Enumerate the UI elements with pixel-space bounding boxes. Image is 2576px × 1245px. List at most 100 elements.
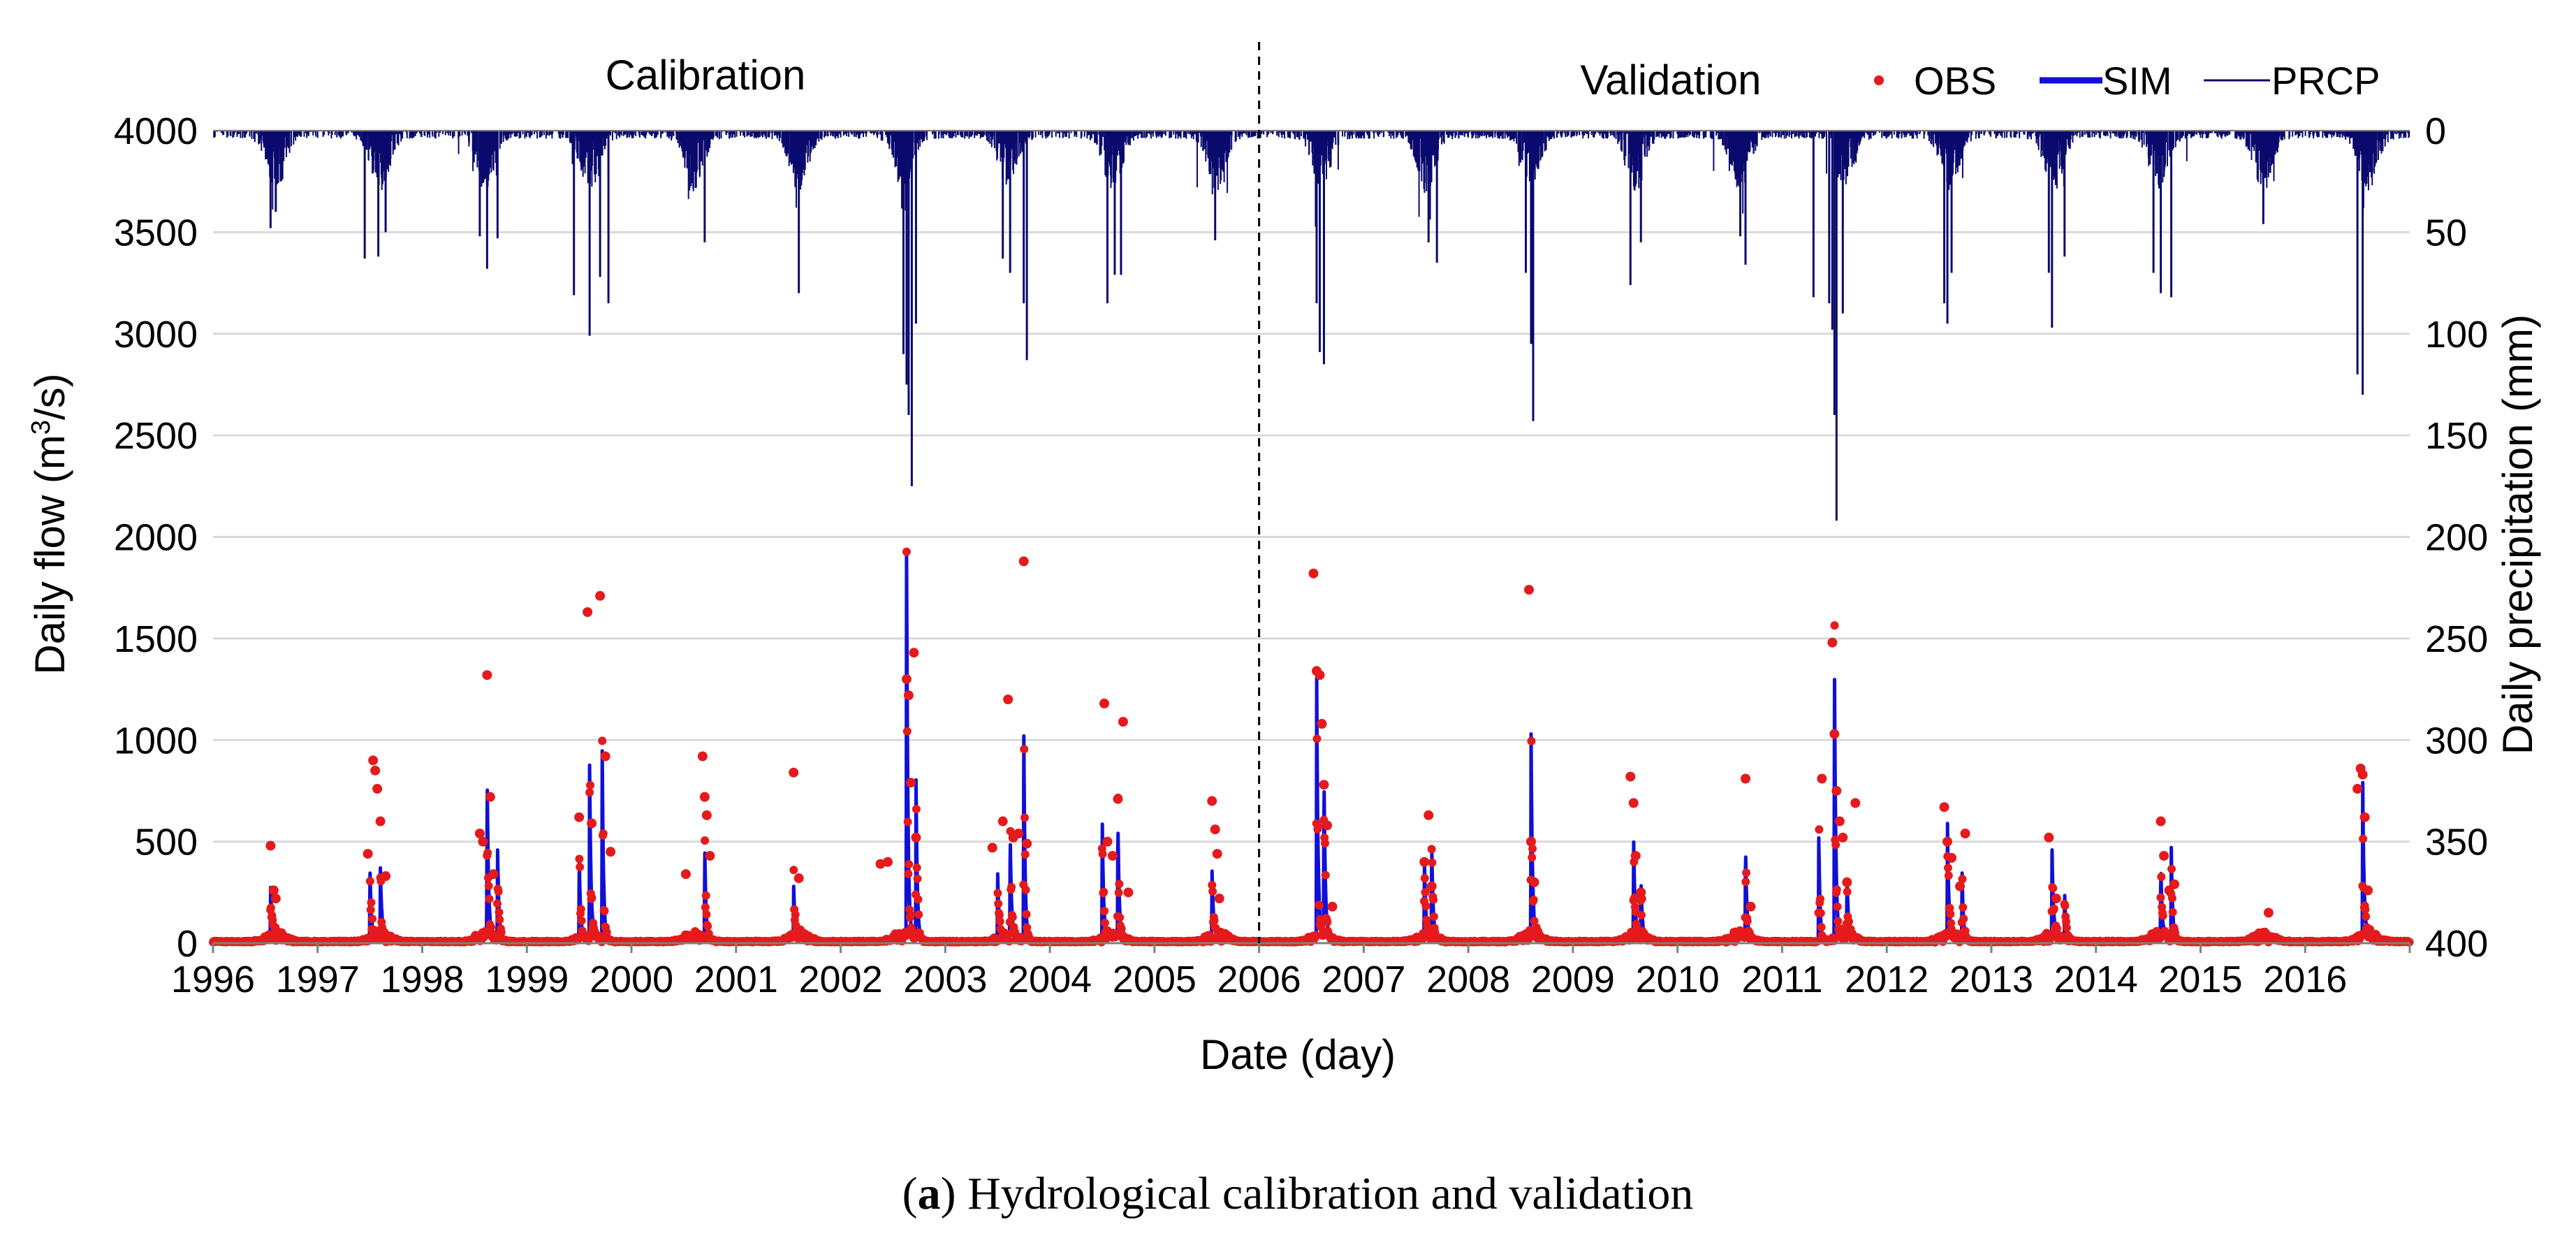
x-axis-title: Date (day) — [1200, 1031, 1396, 1078]
obs-point — [1530, 917, 1539, 926]
obs-point — [1317, 718, 1327, 729]
obs-point — [268, 885, 279, 896]
x-tick-label: 1997 — [276, 959, 360, 1000]
obs-point — [487, 923, 495, 932]
grid — [213, 129, 2410, 843]
obs-point — [1212, 849, 1222, 859]
obs-point — [914, 910, 923, 919]
obs-point — [902, 547, 911, 556]
y-right-tick-label: 100 — [2425, 314, 2488, 356]
y-right-tick-label: 400 — [2425, 923, 2488, 965]
obs-point — [478, 836, 488, 847]
obs-point — [789, 866, 798, 875]
obs-point — [2156, 816, 2166, 827]
obs-point — [485, 894, 494, 903]
x-tick-label: 2011 — [1741, 959, 1822, 1000]
obs-point — [1314, 822, 1323, 831]
obs-point — [494, 887, 503, 896]
x-tick-label: 2015 — [2158, 959, 2242, 1000]
obs-point — [1020, 745, 1029, 754]
obs-point — [2049, 884, 2058, 893]
prcp-series — [213, 131, 2410, 521]
obs-point — [1021, 885, 1030, 894]
x-tick-label: 2002 — [799, 959, 883, 1000]
obs-point — [1526, 836, 1536, 847]
obs-point — [703, 922, 712, 931]
y-right-tick-label: 250 — [2425, 618, 2488, 660]
obs-point — [1628, 798, 1639, 808]
obs-point — [1831, 840, 1840, 850]
obs-point — [680, 869, 691, 880]
obs-point — [905, 778, 916, 788]
obs-point — [1944, 871, 1953, 880]
obs-point — [2359, 834, 2368, 843]
x-tick-label: 2006 — [1217, 959, 1301, 1000]
obs-point — [1099, 698, 1109, 708]
obs-point — [1942, 836, 1953, 847]
obs-point — [1741, 878, 1750, 887]
obs-point — [1843, 887, 1852, 896]
obs-point — [363, 849, 373, 859]
obs-point — [701, 903, 710, 912]
obs-point — [2167, 894, 2176, 903]
obs-point — [1323, 918, 1332, 927]
obs-point — [1833, 902, 1842, 911]
obs-point — [2051, 894, 2061, 904]
obs-point — [1529, 877, 1539, 887]
obs-point — [1115, 913, 1125, 922]
obs-point — [997, 816, 1008, 827]
obs-point — [1319, 780, 1329, 790]
obs-point — [2062, 917, 2070, 926]
y-right-axis-title: Daily precipitation (mm) — [2494, 314, 2541, 755]
obs-point — [575, 854, 584, 864]
obs-point — [914, 895, 923, 904]
y-left-tick-labels: 0 500 1000 1500 2000 2500 3000 3500 4000 — [114, 110, 198, 965]
x-tick-label: 2008 — [1426, 959, 1510, 1000]
obs-point — [483, 848, 492, 857]
obs-point — [365, 877, 374, 886]
obs-point — [1098, 850, 1107, 859]
obs-point — [1528, 853, 1537, 862]
obs-point — [904, 869, 913, 878]
obs-point — [1947, 852, 1957, 863]
obs-point — [2061, 901, 2070, 910]
obs-point — [2168, 908, 2177, 917]
obs-point — [1007, 882, 1016, 891]
y-left-tick-label: 0 — [177, 923, 198, 965]
x-tick-label: 1998 — [380, 959, 464, 1000]
x-tick-label: 2012 — [1845, 959, 1929, 1000]
obs-point — [1529, 896, 1538, 904]
obs-point — [1100, 907, 1109, 915]
obs-point — [1420, 874, 1429, 882]
obs-point — [911, 832, 921, 843]
obs-point — [587, 818, 597, 829]
obs-point — [1428, 858, 1437, 867]
obs-point — [1210, 824, 1220, 835]
obs-point — [1746, 901, 1756, 912]
obs-point — [2357, 769, 2368, 780]
obs-point — [1841, 934, 1850, 943]
obs-point — [1959, 903, 1968, 912]
obs-point — [903, 817, 912, 827]
obs-point — [1742, 868, 1751, 878]
obs-point — [903, 690, 914, 701]
x-tick-label: 2009 — [1531, 959, 1615, 1000]
obs-point — [2158, 911, 2167, 920]
obs-point — [600, 751, 610, 762]
obs-point — [1022, 838, 1032, 849]
x-tick-labels: 1996 1997 1998 1999 2000 2001 2002 2003 2004 2005… — [171, 959, 2347, 1000]
obs-point — [1424, 810, 1434, 820]
obs-point — [1816, 909, 1825, 917]
obs-point — [1208, 887, 1217, 896]
obs-point — [1939, 802, 1949, 813]
legend-obs-marker — [1874, 75, 1884, 85]
y-right-tick-label: 0 — [2425, 110, 2446, 152]
obs-point — [1208, 880, 1217, 889]
obs-point — [2159, 850, 2169, 861]
obs-point — [1630, 893, 1639, 902]
obs-point — [265, 840, 276, 851]
obs-point — [576, 863, 585, 871]
obs-point — [370, 765, 381, 776]
obs-point — [701, 810, 712, 820]
obs-point — [701, 891, 710, 900]
